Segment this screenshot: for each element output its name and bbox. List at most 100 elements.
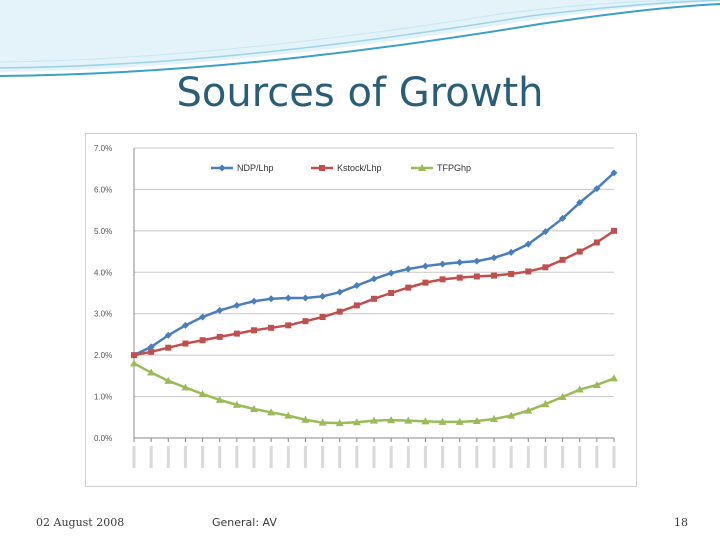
series-line-1 (133, 229, 615, 357)
data-point (541, 400, 550, 408)
x-tick-label-placeholder (406, 446, 410, 468)
data-point (370, 416, 378, 424)
data-point (232, 400, 241, 408)
series-line-2 (133, 362, 615, 425)
data-point (182, 340, 189, 347)
legend-label: TFPGhp (437, 163, 471, 173)
data-point (592, 380, 601, 388)
data-point (370, 275, 378, 283)
data-point (388, 290, 395, 296)
data-point (490, 254, 498, 262)
data-point (610, 169, 618, 177)
x-tick-label-placeholder (303, 446, 307, 468)
footer-date: 02 August 2008 (36, 516, 125, 529)
data-point (318, 418, 327, 426)
data-point (593, 185, 601, 193)
series-line-0 (133, 171, 615, 357)
growth-chart: 0.0% 1.0% 2.0% 3.0% 4.0% 5.0% 6.0% 7.0% NDP/Lhp K… (85, 133, 637, 487)
data-point (181, 321, 189, 329)
data-point (508, 270, 515, 277)
x-tick-label-placeholder (149, 446, 153, 468)
data-point (251, 327, 257, 334)
legend-marker (218, 164, 226, 172)
data-point (491, 272, 497, 279)
x-tick-label-placeholder (218, 446, 222, 468)
data-point (353, 282, 361, 290)
data-point (456, 274, 463, 281)
x-tick-label-placeholder (458, 446, 462, 468)
data-point (421, 417, 430, 425)
x-tick-label-placeholder (595, 446, 599, 468)
footer-center-text: General: AV (212, 516, 277, 529)
x-tick-label-placeholder (166, 446, 170, 468)
data-point (198, 390, 207, 398)
data-point (507, 411, 516, 419)
data-point (285, 322, 292, 329)
data-point (576, 248, 583, 255)
data-point (490, 414, 498, 422)
data-point (405, 284, 412, 291)
chart-svg: 0.0% 1.0% 2.0% 3.0% 4.0% 5.0% 6.0% 7.0% NDP/Lhp K… (94, 144, 618, 468)
data-point (371, 295, 377, 302)
data-point (335, 419, 344, 427)
legend-marker (319, 165, 325, 171)
y-tick-label: 1.0% (94, 393, 112, 402)
data-point (387, 269, 395, 277)
data-point (250, 297, 258, 305)
data-point (524, 406, 533, 414)
data-point (268, 324, 275, 331)
x-tick-label-placeholder (252, 446, 256, 468)
data-point (147, 368, 156, 376)
x-tick-label-placeholder (269, 446, 273, 468)
data-point (130, 359, 138, 367)
data-point (336, 308, 343, 315)
slide-title: Sources of Growth (176, 70, 544, 116)
data-point (507, 248, 515, 256)
data-point (455, 417, 464, 425)
data-point (404, 265, 412, 273)
x-tick-label-placeholder (201, 446, 205, 468)
data-point (559, 214, 567, 222)
data-point (610, 374, 618, 382)
data-point (456, 258, 464, 266)
legend-label: NDP/Lhp (237, 163, 274, 173)
y-tick-label: 2.0% (94, 351, 112, 360)
data-point (165, 344, 172, 351)
data-point (473, 273, 480, 280)
data-point (284, 294, 292, 302)
data-point (302, 318, 309, 325)
y-tick-label: 0.0% (94, 434, 112, 443)
data-point (336, 288, 344, 296)
data-point (541, 228, 549, 236)
data-point (267, 408, 276, 416)
x-tick-label-placeholder (561, 446, 565, 468)
data-point (421, 262, 429, 270)
data-point (473, 257, 481, 265)
x-tick-label-placeholder (526, 446, 530, 468)
data-point (611, 227, 617, 234)
data-point (422, 279, 429, 286)
data-point (353, 302, 360, 309)
data-point (301, 294, 309, 302)
data-point (148, 348, 155, 355)
data-point (301, 415, 310, 423)
data-point (576, 199, 584, 207)
x-tick-label-placeholder (372, 446, 376, 468)
page-number: 18 (674, 516, 688, 529)
x-tick-label-placeholder (612, 446, 616, 468)
data-point (319, 292, 327, 300)
data-point (319, 314, 326, 321)
x-tick-label-placeholder (286, 446, 290, 468)
data-point (267, 295, 275, 303)
data-point (216, 306, 224, 314)
data-point (524, 240, 532, 248)
x-tick-label-placeholder (492, 446, 496, 468)
data-point (558, 392, 567, 400)
x-tick-label-placeholder (338, 446, 342, 468)
x-tick-label-placeholder (543, 446, 547, 468)
legend-label: Kstock/Lhp (337, 163, 382, 173)
data-point (387, 416, 396, 424)
x-tick-label-placeholder (355, 446, 359, 468)
y-tick-label: 6.0% (94, 185, 112, 194)
data-point (164, 331, 172, 339)
